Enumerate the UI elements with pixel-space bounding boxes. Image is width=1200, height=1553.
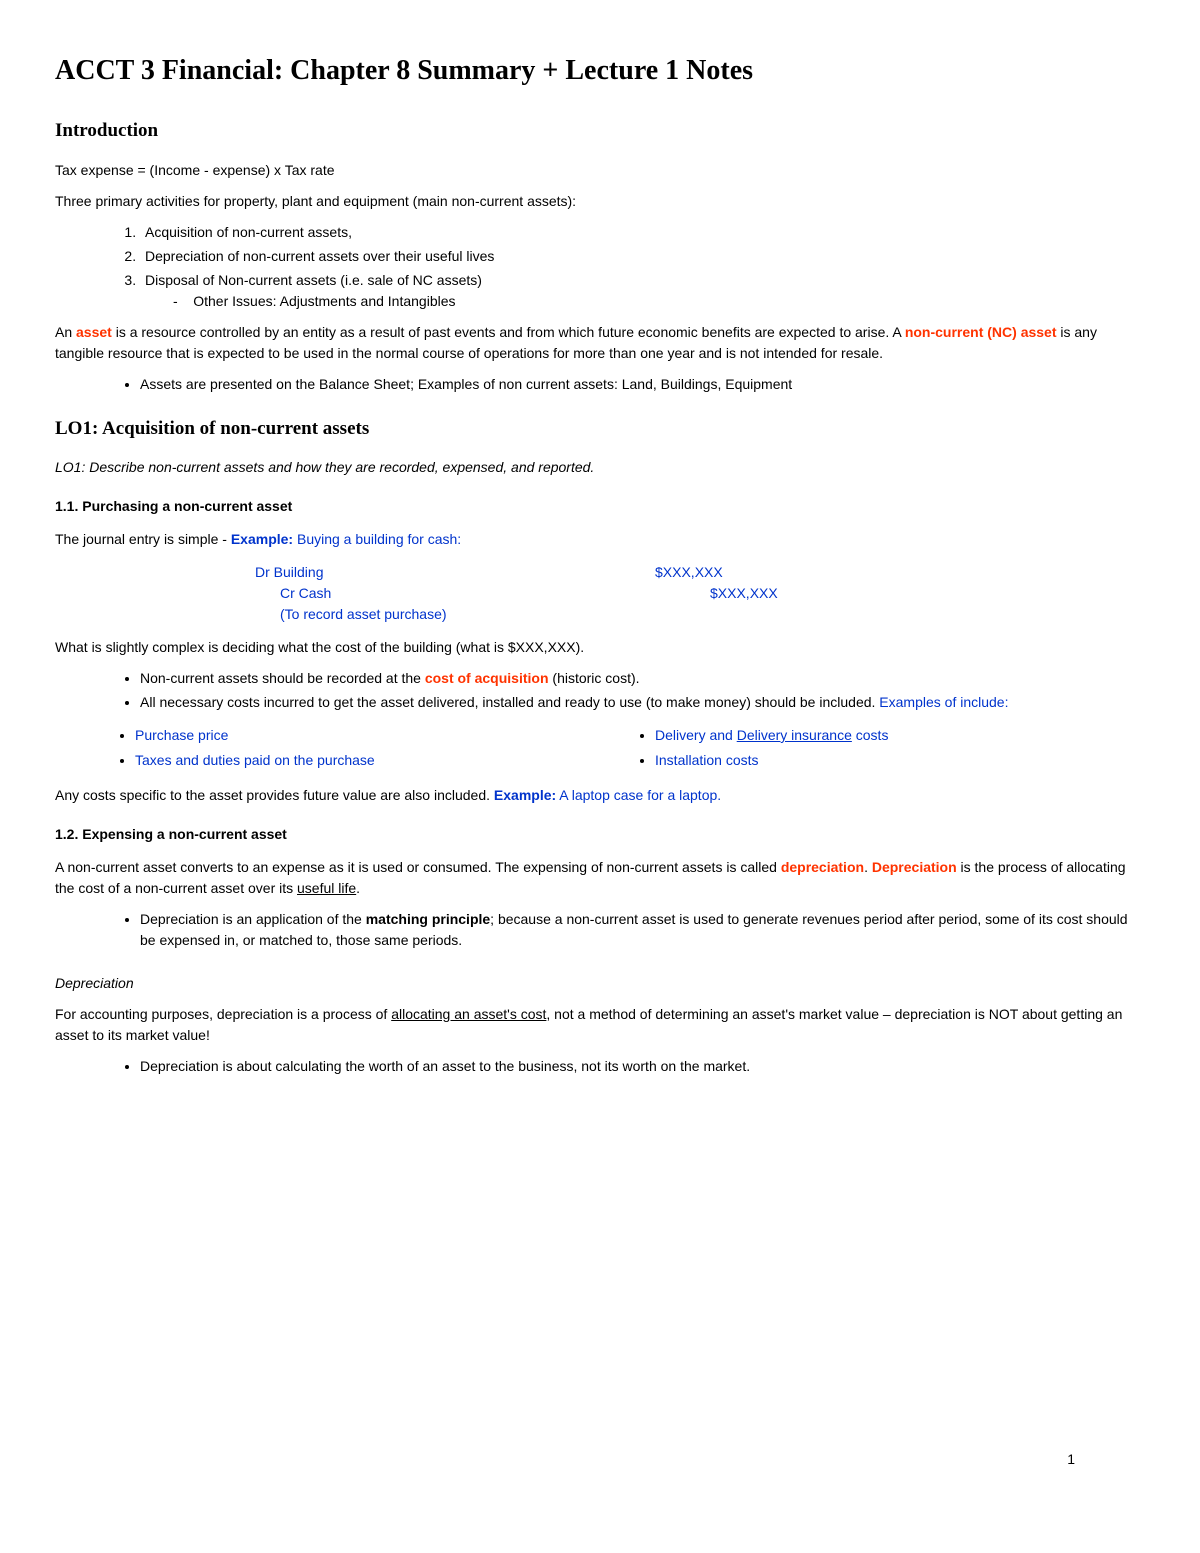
- list-text: Disposal of Non-current assets (i.e. sal…: [145, 272, 482, 288]
- list-item: Assets are presented on the Balance Shee…: [140, 374, 1145, 395]
- depreciation-bullets: Depreciation is about calculating the wo…: [55, 1056, 1145, 1077]
- list-item: Acquisition of non-current assets,: [140, 222, 1145, 243]
- text: All necessary costs incurred to get the …: [140, 694, 879, 710]
- term-nc-asset: non-current (NC) asset: [905, 324, 1057, 340]
- text: The journal entry is simple -: [55, 531, 231, 547]
- list-item: Depreciation is about calculating the wo…: [140, 1056, 1145, 1077]
- journal-cr-row: Cr Cash $XXX,XXX: [55, 583, 1145, 604]
- cost-complexity: What is slightly complex is deciding wha…: [55, 637, 1145, 658]
- term-cost-acquisition: cost of acquisition: [425, 670, 549, 686]
- section-heading-intro: Introduction: [55, 117, 1145, 146]
- page-title: ACCT 3 Financial: Chapter 8 Summary + Le…: [55, 50, 1145, 92]
- list-item: Depreciation is an application of the ma…: [140, 909, 1145, 951]
- cost-bullets: Non-current assets should be recorded at…: [55, 668, 1145, 713]
- cost-col-left: Purchase price Taxes and duties paid on …: [105, 721, 625, 775]
- journal-dr-row: Dr Building $XXX,XXX: [55, 562, 1145, 583]
- text: An: [55, 324, 76, 340]
- list-item: Installation costs: [655, 750, 1145, 771]
- text: Non-current assets should be recorded at…: [140, 670, 425, 686]
- list-item: All necessary costs incurred to get the …: [140, 692, 1145, 713]
- journal-cr-label: Cr Cash: [55, 583, 650, 604]
- list-item: Non-current assets should be recorded at…: [140, 668, 1145, 689]
- term-depreciation: depreciation: [781, 859, 864, 875]
- text: costs: [852, 727, 889, 743]
- text: (historic cost).: [549, 670, 640, 686]
- page-number: 1: [1067, 1449, 1075, 1470]
- cost-list-left: Purchase price Taxes and duties paid on …: [105, 725, 625, 771]
- lo1-description: LO1: Describe non-current assets and how…: [55, 457, 1145, 478]
- depreciation-purpose: For accounting purposes, depreciation is…: [55, 1004, 1145, 1046]
- text: is a resource controlled by an entity as…: [112, 324, 905, 340]
- journal-memo-row: (To record asset purchase): [55, 604, 1145, 625]
- text: Delivery and: [655, 727, 737, 743]
- underlined-text: useful life: [297, 880, 356, 896]
- underlined-text: Delivery insurance: [737, 727, 852, 743]
- sub-text: Other Issues: Adjustments and Intangible…: [193, 293, 455, 309]
- list-item: Purchase price: [135, 725, 625, 746]
- ppe-intro: Three primary activities for property, p…: [55, 191, 1145, 212]
- term-asset: asset: [76, 324, 112, 340]
- ppe-list: Acquisition of non-current assets, Depre…: [55, 222, 1145, 312]
- journal-cr-amount: $XXX,XXX: [650, 583, 778, 604]
- example-text: Buying a building for cash:: [293, 531, 461, 547]
- example-label: Example:: [231, 531, 293, 547]
- text: .: [864, 859, 872, 875]
- journal-dr-label: Dr Building: [55, 562, 625, 583]
- text: .: [356, 880, 360, 896]
- term-depreciation-2: Depreciation: [872, 859, 957, 875]
- journal-dr-amount: $XXX,XXX: [625, 562, 723, 583]
- asset-definition: An asset is a resource controlled by an …: [55, 322, 1145, 364]
- sub-item: - Other Issues: Adjustments and Intangib…: [173, 291, 1145, 312]
- asset-bullet-list: Assets are presented on the Balance Shee…: [55, 374, 1145, 395]
- example-label: Example:: [494, 787, 556, 803]
- subsection-heading-11: 1.1. Purchasing a non-current asset: [55, 496, 1145, 517]
- list-item: Depreciation of non-current assets over …: [140, 246, 1145, 267]
- depreciation-subheading: Depreciation: [55, 973, 1145, 994]
- examples-intro: Examples of include:: [879, 694, 1008, 710]
- tax-equation: Tax expense = (Income - expense) x Tax r…: [55, 160, 1145, 181]
- journal-intro: The journal entry is simple - Example: B…: [55, 529, 1145, 550]
- underlined-text: allocating an asset's cost: [391, 1006, 546, 1022]
- text: Depreciation is an application of the: [140, 911, 366, 927]
- matching-bullets: Depreciation is an application of the ma…: [55, 909, 1145, 951]
- cost-col-right: Delivery and Delivery insurance costs In…: [625, 721, 1145, 775]
- additional-costs: Any costs specific to the asset provides…: [55, 785, 1145, 806]
- text: A non-current asset converts to an expen…: [55, 859, 781, 875]
- subsection-heading-12: 1.2. Expensing a non-current asset: [55, 824, 1145, 845]
- text: For accounting purposes, depreciation is…: [55, 1006, 391, 1022]
- list-item: Delivery and Delivery insurance costs: [655, 725, 1145, 746]
- list-item: Disposal of Non-current assets (i.e. sal…: [140, 270, 1145, 312]
- document-page: ACCT 3 Financial: Chapter 8 Summary + Le…: [55, 50, 1145, 1500]
- cost-examples-columns: Purchase price Taxes and duties paid on …: [105, 721, 1145, 775]
- depreciation-def: A non-current asset converts to an expen…: [55, 857, 1145, 899]
- text: Any costs specific to the asset provides…: [55, 787, 494, 803]
- list-item: Taxes and duties paid on the purchase: [135, 750, 625, 771]
- journal-memo: (To record asset purchase): [55, 604, 650, 625]
- example-text: A laptop case for a laptop.: [556, 787, 721, 803]
- cost-list-right: Delivery and Delivery insurance costs In…: [625, 725, 1145, 771]
- section-heading-lo1: LO1: Acquisition of non-current assets: [55, 415, 1145, 444]
- journal-entry: Dr Building $XXX,XXX Cr Cash $XXX,XXX (T…: [55, 562, 1145, 625]
- term-matching: matching principle: [366, 911, 490, 927]
